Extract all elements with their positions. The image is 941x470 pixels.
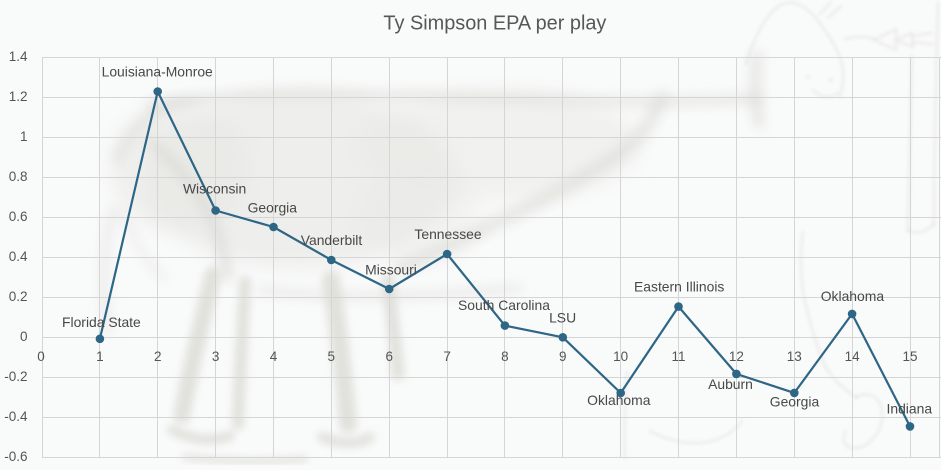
svg-text:-0.2: -0.2: [4, 369, 27, 384]
svg-text:Oklahoma: Oklahoma: [821, 288, 885, 304]
svg-text:Louisiana-Monroe: Louisiana-Monroe: [102, 63, 213, 79]
svg-text:9: 9: [559, 349, 567, 364]
svg-text:1.4: 1.4: [9, 49, 28, 64]
svg-text:7: 7: [443, 349, 451, 364]
svg-text:8: 8: [501, 349, 509, 364]
svg-text:LSU: LSU: [549, 309, 576, 325]
svg-text:-0.4: -0.4: [4, 409, 28, 424]
svg-text:1: 1: [96, 349, 104, 364]
svg-text:Ty Simpson EPA per play: Ty Simpson EPA per play: [383, 13, 606, 35]
svg-text:0.6: 0.6: [9, 209, 28, 224]
svg-text:6: 6: [385, 349, 393, 364]
svg-text:1: 1: [20, 129, 28, 144]
svg-text:Wisconsin: Wisconsin: [183, 180, 246, 196]
svg-text:2: 2: [154, 349, 162, 364]
svg-text:0.4: 0.4: [9, 249, 28, 264]
svg-text:14: 14: [845, 349, 861, 364]
svg-text:0: 0: [37, 349, 45, 364]
svg-text:15: 15: [902, 349, 917, 364]
svg-text:Florida State: Florida State: [62, 314, 141, 330]
svg-text:Indiana: Indiana: [887, 401, 933, 417]
svg-text:11: 11: [671, 349, 685, 364]
svg-text:12: 12: [729, 349, 744, 364]
svg-text:South Carolina: South Carolina: [458, 297, 550, 313]
svg-text:Missouri: Missouri: [365, 261, 417, 277]
svg-text:0: 0: [20, 329, 28, 344]
svg-text:4: 4: [270, 349, 278, 364]
svg-text:13: 13: [787, 349, 802, 364]
svg-text:Auburn: Auburn: [708, 376, 753, 392]
svg-text:0.8: 0.8: [9, 169, 28, 184]
svg-text:Georgia: Georgia: [248, 199, 298, 215]
svg-text:3: 3: [212, 349, 220, 364]
svg-text:-0.6: -0.6: [4, 449, 27, 464]
svg-text:Eastern Illinois: Eastern Illinois: [634, 279, 724, 295]
svg-text:Tennessee: Tennessee: [414, 226, 481, 242]
svg-text:5: 5: [328, 349, 336, 364]
svg-text:0.2: 0.2: [9, 289, 28, 304]
svg-text:1.2: 1.2: [9, 89, 28, 104]
svg-text:Oklahoma: Oklahoma: [587, 392, 651, 408]
svg-text:10: 10: [613, 349, 628, 364]
svg-text:Vanderbilt: Vanderbilt: [301, 232, 363, 248]
svg-text:Georgia: Georgia: [770, 393, 820, 409]
